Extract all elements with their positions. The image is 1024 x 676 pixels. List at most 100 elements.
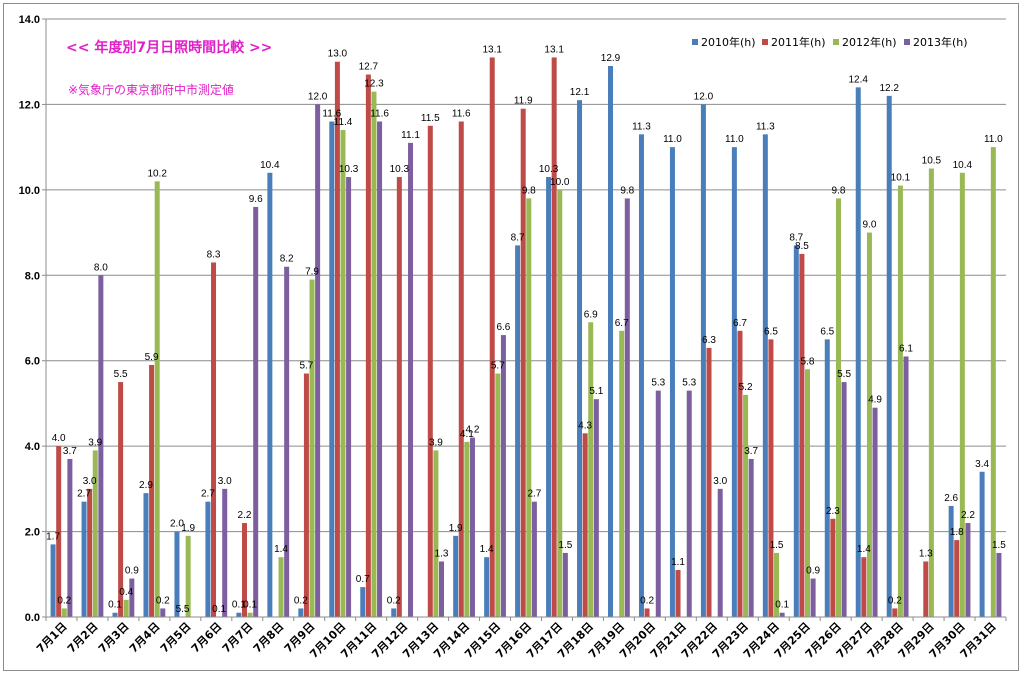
data-label: 9.8 <box>522 185 536 196</box>
data-label: 4.9 <box>868 395 882 406</box>
bar-0 <box>484 557 490 617</box>
data-label: 5.3 <box>651 378 665 389</box>
bar-3 <box>624 198 630 617</box>
data-label: 3.9 <box>429 437 443 448</box>
bar-3 <box>562 552 568 617</box>
data-label: 11.1 <box>401 130 420 141</box>
label-layer: 1.7 2.7 0.1 2.9 2.0 2.7 0.1 10.4 0.2 11.6 0.7 0.2 1.… <box>46 44 1006 615</box>
data-label: 5.7 <box>491 361 505 372</box>
data-label: 11.4 <box>334 117 353 128</box>
bar-0 <box>608 65 614 617</box>
data-label: 12.0 <box>694 91 714 102</box>
bar-1 <box>861 557 867 617</box>
data-label: 2.3 <box>826 506 840 517</box>
bar-0 <box>329 121 335 617</box>
data-label: 2.7 <box>527 489 541 500</box>
bar-3 <box>438 561 444 617</box>
bar-0 <box>577 100 583 617</box>
data-label: 0.7 <box>356 574 370 585</box>
data-label: 1.7 <box>46 531 60 542</box>
data-label: 8.2 <box>280 254 294 265</box>
bar-1 <box>892 608 898 617</box>
bar-2 <box>743 394 749 617</box>
data-label: 12.7 <box>359 62 379 73</box>
data-label: 8.7 <box>789 232 803 243</box>
bar-1 <box>365 74 371 618</box>
bar-3 <box>965 523 971 617</box>
bar-2 <box>371 91 377 618</box>
y-tick-label: 4.0 <box>25 441 40 453</box>
bar-0 <box>267 172 273 617</box>
bar-1 <box>334 61 340 617</box>
data-label: 12.3 <box>364 79 384 90</box>
chart-title: << 年度別7月日照時間比較 >> <box>66 39 272 56</box>
bar-1 <box>737 330 743 617</box>
bar-3 <box>346 177 352 618</box>
bar-1 <box>303 373 309 617</box>
data-label: 12.2 <box>879 83 899 94</box>
bar-3 <box>655 390 661 617</box>
data-label: 11.6 <box>322 109 341 120</box>
bar-2 <box>185 535 191 617</box>
x-tick-label: 7月4日 <box>127 620 163 656</box>
bar-3 <box>593 399 599 617</box>
data-label: 2.6 <box>944 493 958 504</box>
bar-2 <box>464 441 470 617</box>
x-tick-label: 7月2日 <box>65 620 101 656</box>
bar-2 <box>247 612 253 617</box>
bar-2 <box>557 189 563 617</box>
bar-0 <box>112 612 118 617</box>
bar-0 <box>81 501 87 617</box>
data-label: 6.9 <box>584 309 598 320</box>
bar-1 <box>675 570 681 617</box>
data-label: 1.5 <box>558 540 572 551</box>
data-label: 13.1 <box>482 44 502 55</box>
data-label: 4.0 <box>52 433 66 444</box>
data-label: 0.2 <box>156 595 170 606</box>
data-label: 12.9 <box>601 53 621 64</box>
bar-1 <box>489 57 495 617</box>
bar-0 <box>979 471 985 617</box>
data-label: 2.0 <box>170 519 184 530</box>
data-label: 13.0 <box>328 49 348 60</box>
bar-3 <box>377 121 383 617</box>
data-label: 3.7 <box>744 446 758 457</box>
data-label: 12.1 <box>570 87 590 98</box>
data-label: 10.1 <box>891 173 911 184</box>
legend: 2010年(h) 2011年(h) 2012年(h) 2013年(h) <box>692 35 968 49</box>
data-label: 3.0 <box>713 476 727 487</box>
data-label: 11.9 <box>514 96 533 107</box>
bar-3 <box>531 501 537 617</box>
bar-1 <box>706 347 712 617</box>
bar-0 <box>205 501 211 617</box>
bar-1 <box>87 488 93 617</box>
bar-0 <box>50 544 56 617</box>
bar-3 <box>717 488 723 617</box>
data-label: 7.9 <box>305 267 319 278</box>
data-label: 10.3 <box>539 164 559 175</box>
data-label: 0.9 <box>806 566 820 577</box>
data-label: 1.4 <box>857 544 871 555</box>
bar-3 <box>779 612 785 617</box>
data-label: 5.5 <box>176 604 190 615</box>
bar-1 <box>799 253 805 617</box>
bar-0 <box>298 608 304 617</box>
x-tick-label: 7月7日 <box>220 620 256 656</box>
y-tick-label: 0.0 <box>25 612 40 624</box>
bar-1 <box>582 433 588 617</box>
bar-3 <box>408 142 414 617</box>
data-label: 6.7 <box>615 318 629 329</box>
chart-frame <box>3 3 1019 671</box>
data-label: 8.3 <box>207 249 221 260</box>
data-label: 11.3 <box>756 121 775 132</box>
bar-1 <box>768 339 774 617</box>
data-label: 11.6 <box>452 109 471 120</box>
bar-2 <box>619 330 625 617</box>
bar-2 <box>433 450 439 617</box>
data-label: 0.4 <box>119 587 133 598</box>
data-label: 8.0 <box>94 262 108 273</box>
data-label: 2.2 <box>238 510 252 521</box>
data-label: 3.0 <box>218 476 232 487</box>
bar-0 <box>762 134 768 618</box>
